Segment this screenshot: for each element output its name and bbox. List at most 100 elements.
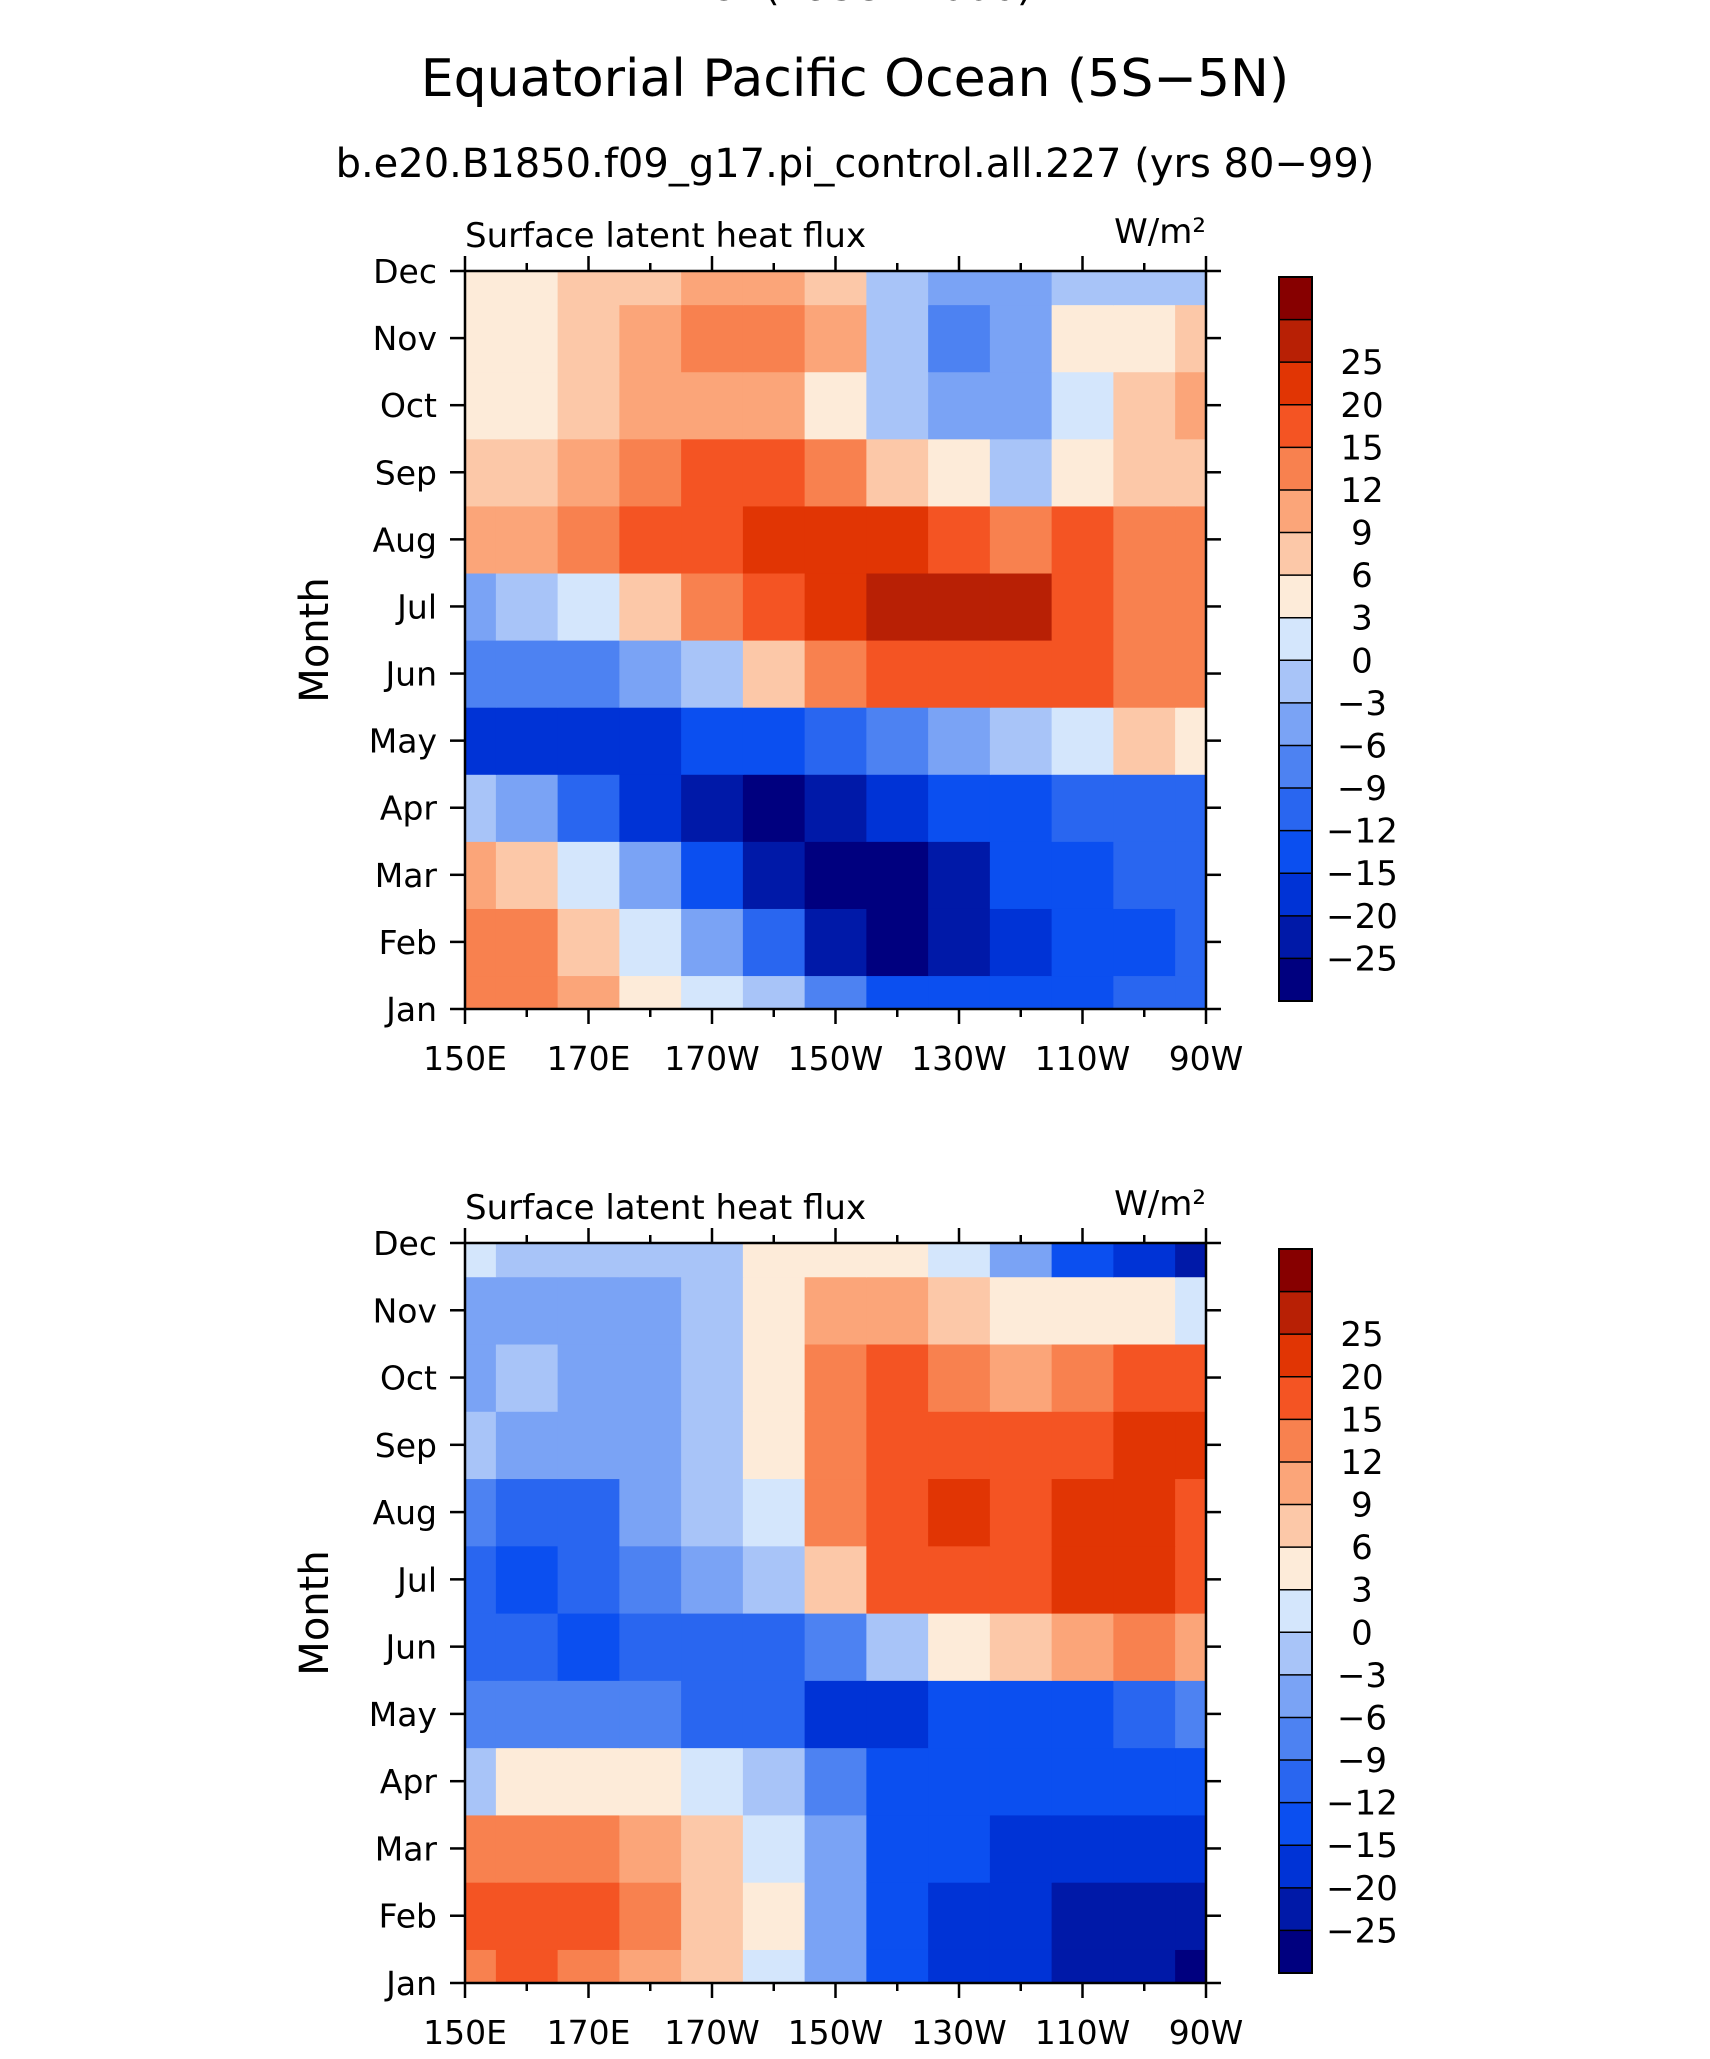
y-tick-label: Jul [395,587,437,626]
y-tick-label: Apr [380,1762,438,1801]
panel-model: Jan Feb Mar Apr May Jun Jul Aug Sep Oct Nov Dec 150E… [292,212,1398,1078]
heatmap-cell [1175,505,1207,574]
colorbar-swatch [1279,1887,1312,1931]
heatmap-cell [619,1949,682,1984]
heatmap-cell [1175,1343,1207,1412]
heatmap-cell [989,505,1053,574]
x-tick-label: 150E [423,2013,507,2052]
colorbar-swatch [1279,1376,1312,1420]
panel-whoi: WHOI (1958−2006) Jan Feb Mar Apr May Jun Jul Aug… [292,0,1398,2052]
heatmap-cell [1051,1882,1114,1950]
heatmap-cell [465,975,497,1010]
heatmap-cell [495,371,559,440]
heatmap-cell [742,304,806,373]
heatmap-cell [1175,1814,1207,1883]
colorbar-label: 6 [1351,1528,1373,1568]
heatmap-cell [557,1680,620,1749]
heatmap-cell [557,640,620,708]
heatmap-cell [989,438,1053,507]
heatmap-cell [681,1882,744,1950]
heatmap-cell [866,505,929,574]
y-tick-label: Sep [375,1426,437,1465]
heatmap-cell [804,975,867,1010]
heatmap-cell [1175,1411,1207,1480]
colorbar-swatch [1279,958,1312,1002]
y-tick-label: May [369,1695,437,1734]
heatmap-cell [742,975,806,1010]
heatmap-cell [928,371,991,440]
heatmap-cell [557,707,620,775]
x-tick-label: 150W [788,2013,884,2052]
heatmap-cell [989,1545,1053,1614]
heatmap-cell [557,1343,620,1412]
heatmap-cell [1051,1814,1114,1883]
heatmap-cell [495,1478,559,1547]
heatmap-cell [465,1882,497,1950]
heatmap-cell [465,572,497,641]
heatmap-cell [557,271,620,306]
heatmap-cell [989,774,1053,842]
heatmap-cell [804,774,867,842]
heatmap-cell [495,1680,559,1749]
heatmap-cell [742,572,806,641]
heatmap-cell [681,640,744,708]
y-tick-label: Feb [379,1897,437,1936]
colorbar-swatch [1279,830,1312,874]
colorbar-label: −3 [1337,1656,1387,1696]
heatmap-cell [742,1814,806,1883]
heatmap-cell [1175,371,1207,440]
y-tick-label: Jan [384,990,437,1029]
heatmap-cell [465,1545,497,1614]
heatmap-cell [804,438,867,507]
heatmap-cell [619,1276,682,1345]
heatmap-cell [495,640,559,708]
y-tick-label: Dec [373,252,437,291]
heatmap-cell [742,1343,806,1412]
heatmap-cell [495,438,559,507]
heatmap-cell [681,908,744,977]
heatmap-cell [1113,1747,1176,1816]
heatmap-cell [1113,572,1176,641]
heatmap-cell [1113,304,1176,373]
colorbar-swatch [1279,1504,1312,1548]
heatmap-cell [465,1949,497,1984]
heatmap-cell [989,841,1053,909]
heatmap-cell [1051,1747,1114,1816]
heatmap-cell [557,505,620,574]
y-tick-label: Apr [380,789,438,828]
x-tick-label: 170E [547,2013,631,2052]
heatmap-cell [495,975,559,1010]
heatmap-cell [866,1243,929,1278]
heatmap-cell [681,271,744,306]
heatmap-cell [495,1243,559,1278]
heatmap-cell [681,707,744,775]
y-tick-label: Jun [383,655,437,694]
heatmap-cell [742,271,806,306]
heatmap-cell [866,841,929,909]
y-tick-label: Dec [373,1224,437,1263]
colorbar-label: 0 [1351,1613,1373,1653]
heatmap-cell [928,774,991,842]
colorbar-label: 20 [1340,1358,1383,1398]
heatmap-cell [619,1747,682,1816]
heatmap-cell [1175,707,1207,775]
heatmap-cell [742,505,806,574]
heatmap-cell [1175,1680,1207,1749]
y-tick-label: Oct [380,1359,437,1398]
heatmap-cell [619,1680,682,1749]
heatmap-cell [866,707,929,775]
heatmap-cell [619,271,682,306]
heatmap-cell [557,774,620,842]
heatmap-cell [989,1882,1053,1950]
heatmap-cell [1051,908,1114,977]
heatmap-cell [1051,304,1114,373]
colorbar-swatch [1279,788,1312,832]
heatmap-cell [557,371,620,440]
heatmap-cell [495,1545,559,1614]
heatmap-cell [989,271,1053,306]
heatmap-cell [989,1478,1053,1547]
heatmap-cell [1051,1243,1114,1278]
heatmap-cell [465,1478,497,1547]
